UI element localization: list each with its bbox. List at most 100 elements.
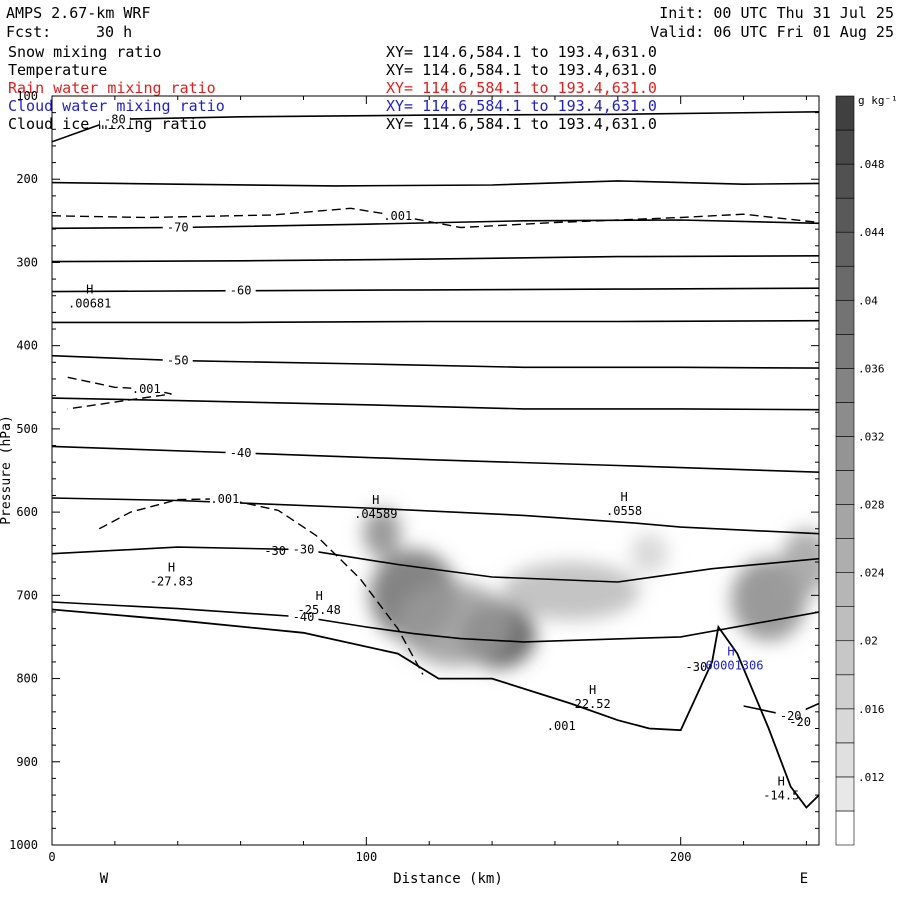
temperature-contour-label-bg-0 <box>99 111 130 126</box>
colorbar-tick-label-3: .036 <box>858 362 885 375</box>
plot-frame <box>51 95 820 846</box>
cloud-ice-blob-4 <box>501 562 640 621</box>
colorbar-swatch-5 <box>835 640 855 676</box>
legend-xy-temperature: XY= 114.6,584.1 to 193.4,631.0 <box>386 61 657 79</box>
extremum-value-3: -27.83 <box>150 575 193 589</box>
init-time: Init: 00 UTC Thu 31 Jul 25 <box>659 4 894 22</box>
colorbar-swatch-14 <box>835 334 855 369</box>
temperature-contour-label-bg-10 <box>288 541 319 556</box>
colorbar-tick-label-5: .028 <box>858 499 885 512</box>
temperature-contour-label-11: -40 <box>293 610 315 624</box>
colorbar-tick-label-8: .016 <box>858 703 885 716</box>
extremum-symbol-6: H <box>727 645 734 659</box>
terrain-line <box>52 608 819 809</box>
colorbar-swatch-6 <box>835 606 855 642</box>
x-tick-label-0: 0 <box>48 850 55 864</box>
temperature-contour-label-bg-8 <box>225 445 256 460</box>
axes: 100 200 300 400 500 600 700 800 900 1000 0 100 200 <box>9 89 820 864</box>
contour-extra-label-0: -30 <box>264 544 286 558</box>
contour-extra-label-1: .001 <box>547 719 576 733</box>
x-axis-west-label: W <box>100 871 109 887</box>
temperature-contour-label-12: -20 <box>780 709 802 723</box>
legend-xy-rain: XY= 114.6,584.1 to 193.4,631.0 <box>386 79 657 97</box>
temperature-contour-3 <box>52 255 819 263</box>
legend-name-rain: Rain water mixing ratio <box>8 79 216 97</box>
y-tick-label-5: 600 <box>16 505 38 519</box>
colorbar-swatch-13 <box>835 368 855 403</box>
contour-extra-label-3: -20 <box>789 715 811 729</box>
y-tick-label-2: 300 <box>16 255 38 269</box>
temperature-contour-label-0: -80 <box>104 112 126 126</box>
temperature-contour-label-8: -40 <box>230 446 252 460</box>
colorbar-swatch-8 <box>835 538 855 573</box>
extremum-symbol-4: H <box>316 589 323 603</box>
colorbar-swatch-9 <box>835 504 855 539</box>
temperature-contour-label-bg-11 <box>288 608 319 623</box>
colorbar-swatch-18 <box>835 197 855 233</box>
y-tick-label-8: 900 <box>16 755 38 769</box>
colorbar-tick-label-2: .04 <box>858 294 878 307</box>
extremum-value-4: -25.48 <box>298 603 341 617</box>
temperature-contour-8 <box>52 445 819 473</box>
colorbar-tick-label-9: .012 <box>858 771 885 784</box>
legend-xy-cloud-water: XY= 114.6,584.1 to 193.4,631.0 <box>386 97 657 115</box>
temperature-contour-1 <box>52 180 819 187</box>
temperature-contour-2 <box>52 219 819 230</box>
x-tick-label-1: 100 <box>356 850 378 864</box>
contour-labels: -80-70-60-50-40-30-40-20.001.001.001H.00… <box>68 111 811 802</box>
colorbar-swatch-1 <box>835 776 855 812</box>
extremum-symbol-7: H <box>778 774 785 788</box>
y-tick-label-7: 800 <box>16 672 38 686</box>
x-axis-label: Distance (km) <box>393 871 503 887</box>
snow-contour-label-bg-0 <box>382 207 413 222</box>
colorbar-swatch-21 <box>835 95 855 131</box>
temperature-contour-label-10: -30 <box>293 543 315 557</box>
extremum-symbol-1: H <box>372 493 379 507</box>
colorbar-swatch-11 <box>835 436 855 471</box>
snow-contour-label-2: .001 <box>210 492 239 506</box>
y-tick-label-4: 500 <box>16 422 38 436</box>
cloud-ice-blob-3 <box>397 582 511 667</box>
colorbar-swatch-0 <box>835 810 855 846</box>
colorbar-swatch-15 <box>835 299 855 335</box>
extremum-symbol-2: H <box>620 490 627 504</box>
cloud-ice-blob-7 <box>781 528 819 596</box>
temperature-contour-5 <box>52 319 819 324</box>
colorbar-swatch-12 <box>835 402 855 437</box>
contour-extra-label-2: -30 <box>686 660 708 674</box>
legend-xy-snow: XY= 114.6,584.1 to 193.4,631.0 <box>386 43 657 61</box>
y-axis-label: Pressure (hPa) <box>0 415 14 525</box>
x-axis-east-label: E <box>800 871 808 887</box>
colorbar-swatch-4 <box>835 674 855 710</box>
extremum-value-5: 22.52 <box>575 697 611 711</box>
colorbar-swatch-10 <box>835 470 855 505</box>
extremum-value-7: -14.5 <box>763 788 799 802</box>
y-tick-label-1: 200 <box>16 172 38 186</box>
extremum-value-2: .0558 <box>606 504 642 518</box>
extremum-symbol-5: H <box>589 683 596 697</box>
legend-name-temperature: Temperature <box>8 61 108 79</box>
colorbar-tick-label-0: .048 <box>858 158 885 171</box>
colorbar-swatch-17 <box>835 231 855 267</box>
colorbar-swatch-16 <box>835 265 855 301</box>
extremum-value-0: .00681 <box>68 297 111 311</box>
cloud-ice-shading <box>363 507 819 669</box>
colorbar-swatch-3 <box>835 708 855 744</box>
temperature-contour-10 <box>52 546 819 583</box>
temperature-contour-0 <box>52 111 819 143</box>
extremum-value-6: .00001306 <box>698 659 763 673</box>
colorbar-swatch-2 <box>835 742 855 778</box>
legend-name-cloud-water: Cloud water mixing ratio <box>8 97 225 115</box>
model-title: AMPS 2.67-km WRF <box>6 4 151 22</box>
snow-contour-label-1: .001 <box>132 382 161 396</box>
forecast-hours: 30 h <box>96 23 133 41</box>
extremum-value-1: .04589 <box>354 507 397 521</box>
y-tick-label-3: 400 <box>16 339 38 353</box>
temperature-contour-label-bg-2 <box>162 219 193 234</box>
temperature-contour-7 <box>52 397 819 411</box>
legend-xy-cloud-ice: XY= 114.6,584.1 to 193.4,631.0 <box>386 115 657 133</box>
colorbar-swatch-19 <box>835 163 855 199</box>
snow-contour-2 <box>98 498 424 675</box>
extremum-symbol-3: H <box>168 561 175 575</box>
